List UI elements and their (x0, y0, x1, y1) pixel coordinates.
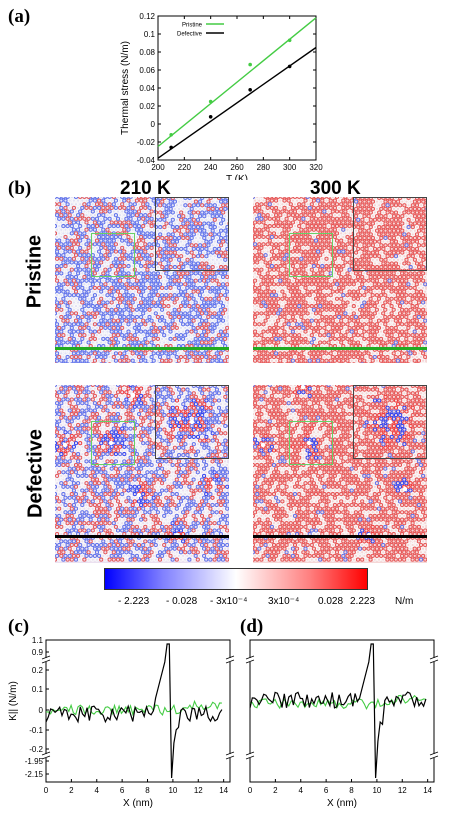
plot-frame (250, 640, 434, 782)
data-point (288, 39, 292, 43)
row-label-pristine: Pristine (24, 232, 47, 312)
y-tick-label: 0 (151, 120, 156, 129)
row-label-defective: Defective (25, 426, 48, 522)
zoom-inset (353, 197, 427, 271)
y-tick-label: -0.02 (137, 138, 156, 147)
stress-map-pristine-300k (253, 197, 427, 363)
data-point (169, 146, 173, 150)
x-axis-label: X (nm) (327, 798, 357, 809)
x-tick-label: 14 (219, 786, 228, 795)
x-tick-label: 320 (309, 163, 323, 172)
x-tick-label: 10 (168, 786, 177, 795)
x-tick-label: 10 (372, 786, 381, 795)
zoom-inset (155, 385, 229, 459)
colorbar (104, 568, 368, 590)
colorbar-tick: 3x10⁻⁴ (268, 596, 299, 607)
x-tick-label: 4 (95, 786, 100, 795)
x-tick-label: 8 (145, 786, 150, 795)
colorbar-tick: 2.223 (350, 596, 375, 607)
y-tick-label: 1.1 (32, 636, 44, 645)
y-tick-label: -0.2 (29, 745, 43, 754)
y-tick-label: -0.1 (29, 726, 43, 735)
legend-label: Pristine (182, 23, 203, 29)
profile-line (55, 347, 229, 350)
x-tick-label: 0 (44, 786, 49, 795)
y-tick-label: -2.15 (25, 770, 44, 779)
y-tick-label: 0.1 (32, 685, 44, 694)
x-tick-label: 6 (324, 786, 329, 795)
k-parallel-charts: 0 2 4 6 8 10 12 14 X (nm) 1.1 0.9 0.2 0.1 0 -0.1 -0.2 -1… (0, 630, 457, 830)
y-tick-label: 0.1 (144, 30, 156, 39)
series-line-black (250, 644, 426, 778)
x-tick-label: 300 (283, 163, 297, 172)
x-tick-label: 280 (257, 163, 271, 172)
x-tick-label: 2 (273, 786, 278, 795)
y-tick-label: 0.08 (139, 48, 155, 57)
x-tick-label: 240 (204, 163, 218, 172)
zoom-region-box (91, 233, 135, 277)
colorbar-tick: 0.028 (318, 596, 343, 607)
profile-line (253, 535, 427, 538)
y-axis-label: Thermal stress (N/m) (120, 41, 131, 135)
panel-label-b: (b) (8, 178, 31, 200)
data-point (248, 88, 252, 92)
data-point (288, 65, 292, 69)
data-point (248, 63, 252, 67)
stress-map-defective-300k (253, 385, 427, 563)
y-tick-label: 0.02 (139, 102, 155, 111)
y-tick-label: 0 (39, 706, 44, 715)
y-tick-label: 0.12 (139, 12, 155, 21)
data-point (209, 115, 213, 119)
plot-frame (46, 640, 230, 782)
thermal-stress-chart: 200 220 240 260 280 300 320-0.04-0.0200.020.04… (0, 0, 457, 180)
profile-line (253, 347, 427, 350)
y-tick-label: 0.2 (32, 666, 44, 675)
stress-map-defective-210k (55, 385, 229, 563)
zoom-inset (353, 385, 427, 459)
legend-label: Defective (177, 32, 203, 38)
y-tick-label: 0.04 (139, 84, 155, 93)
zoom-region-box (91, 421, 135, 465)
fit-line-1 (158, 48, 316, 159)
data-point (209, 100, 213, 104)
y-tick-label: -1.95 (25, 757, 44, 766)
x-axis-label: X (nm) (123, 798, 153, 809)
x-tick-label: 6 (120, 786, 125, 795)
stress-map-pristine-210k (55, 197, 229, 363)
x-tick-label: 14 (423, 786, 432, 795)
zoom-region-box (289, 421, 333, 465)
profile-line (55, 535, 229, 538)
x-tick-label: 220 (178, 163, 192, 172)
y-axis-label: K|| (N/m) (8, 681, 19, 721)
colorbar-unit: N/m (395, 596, 413, 607)
x-tick-label: 2 (69, 786, 74, 795)
colorbar-tick: - 0.028 (166, 596, 197, 607)
x-tick-label: 12 (398, 786, 407, 795)
y-tick-label: 0.9 (32, 648, 44, 657)
y-tick-label: 0.06 (139, 66, 155, 75)
x-tick-label: 260 (230, 163, 244, 172)
x-tick-label: 8 (349, 786, 354, 795)
y-tick-label: -0.04 (137, 156, 156, 165)
x-axis-label: T (K) (226, 174, 248, 180)
x-tick-label: 12 (194, 786, 203, 795)
colorbar-tick: - 3x10⁻⁴ (210, 596, 247, 607)
colorbar-tick: - 2.223 (118, 596, 149, 607)
x-tick-label: 0 (248, 786, 253, 795)
data-point (169, 133, 173, 137)
zoom-inset (155, 197, 229, 271)
zoom-region-box (289, 233, 333, 277)
x-tick-label: 4 (299, 786, 304, 795)
